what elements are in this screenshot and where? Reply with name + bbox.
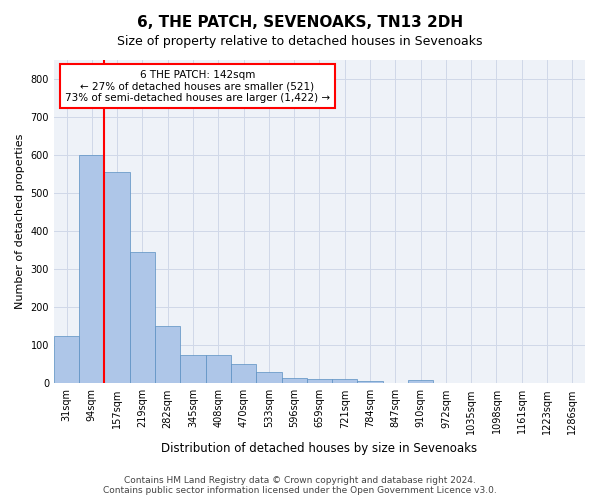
Bar	[79, 155, 104, 384]
Text: 6, THE PATCH, SEVENOAKS, TN13 2DH: 6, THE PATCH, SEVENOAKS, TN13 2DH	[137, 15, 463, 30]
Bar	[231, 364, 256, 384]
Bar	[307, 378, 332, 384]
Bar	[104, 172, 130, 384]
Bar	[130, 252, 155, 384]
Bar	[332, 378, 358, 384]
Bar	[281, 378, 307, 384]
Bar	[358, 380, 383, 384]
Bar	[256, 372, 281, 384]
Bar	[206, 355, 231, 384]
Text: 6 THE PATCH: 142sqm
← 27% of detached houses are smaller (521)
73% of semi-detac: 6 THE PATCH: 142sqm ← 27% of detached ho…	[65, 70, 330, 103]
X-axis label: Distribution of detached houses by size in Sevenoaks: Distribution of detached houses by size …	[161, 442, 478, 455]
Bar	[54, 336, 79, 384]
Bar	[155, 326, 181, 384]
Bar	[408, 380, 433, 384]
Text: Contains HM Land Registry data © Crown copyright and database right 2024.
Contai: Contains HM Land Registry data © Crown c…	[103, 476, 497, 495]
Y-axis label: Number of detached properties: Number of detached properties	[15, 134, 25, 310]
Text: Size of property relative to detached houses in Sevenoaks: Size of property relative to detached ho…	[117, 35, 483, 48]
Bar	[181, 355, 206, 384]
